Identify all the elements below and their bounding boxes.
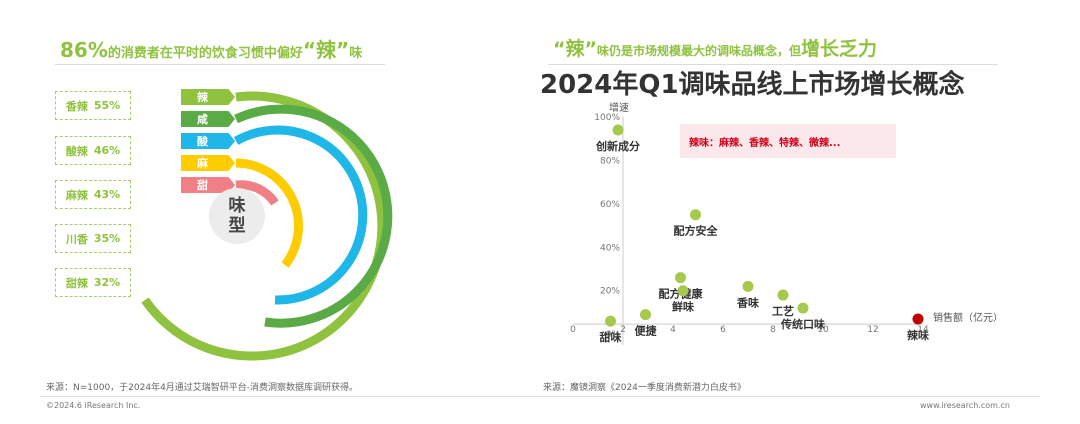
flag-label: 咸 — [197, 113, 208, 126]
x-tick-label: 2 — [620, 325, 626, 335]
y-tick-label: 40% — [600, 243, 620, 253]
stat-box-1: 香辣 55% — [55, 91, 131, 120]
stat-label: 川香 — [65, 232, 88, 246]
footer-divider — [40, 396, 1040, 397]
stat-value: 55% — [93, 99, 121, 112]
right-source: 来源：魔镜洞察《2024一季度消费新潜力白皮书》 — [543, 383, 746, 393]
left-title-text: 的消费者在平时的饮食习惯中偏好 — [107, 46, 303, 61]
y-tick-label: 60% — [600, 200, 620, 210]
point-label: 创新成分 — [595, 139, 640, 153]
flag-salty: 咸 — [181, 111, 235, 127]
right-divider — [548, 64, 998, 65]
x-tick-label: 12 — [867, 325, 878, 335]
flavor-arcs — [141, 91, 393, 361]
scatter-point — [742, 280, 754, 292]
stat-label: 甜辣 — [65, 276, 88, 290]
arc-sour — [233, 125, 368, 305]
y-tick-label: 20% — [600, 287, 620, 297]
x-axis-title: 销售额（亿元） — [933, 311, 1003, 324]
flag-spicy: 辣 — [181, 89, 235, 105]
x-tick-label: 10 — [817, 325, 829, 335]
stat-value: 46% — [93, 144, 121, 157]
left-divider — [55, 64, 385, 65]
stat-box-4: 川香 35% — [55, 224, 131, 253]
stat-box-5: 甜辣 32% — [55, 268, 131, 297]
point-label: 鲜味 — [672, 300, 694, 314]
stat-value: 35% — [93, 232, 121, 245]
point-label: 甜味 — [600, 330, 622, 344]
stat-label: 酸辣 — [65, 144, 88, 158]
stat-value: 43% — [93, 188, 121, 201]
x-tick-label: 14 — [917, 325, 929, 335]
chart-title: 2024年Q1调味品线上市场增长概念 — [540, 70, 965, 100]
left-title-pct: 86% — [60, 38, 108, 62]
arc-sweet — [235, 180, 279, 206]
point-label: 辣味 — [907, 328, 929, 342]
flag-label: 甜 — [197, 179, 208, 192]
flag-numbing: 麻 — [181, 155, 235, 171]
scatter-chart: 0 2 4 6 8 10 12 14 0% 20% 40% 60% 80% 100% 销售额（亿元） 增速 创… — [570, 101, 1003, 345]
left-source: 来源：N=1000，于2024年4月通过艾瑞智研平台-消费洞察数据库调研获得。 — [46, 383, 359, 393]
stat-box-2: 酸辣 46% — [55, 136, 131, 165]
left-footer: ©2024.6 iResearch Inc. — [46, 401, 141, 410]
note-text: 辣味：麻辣、香辣、特辣、微辣... — [689, 137, 841, 149]
point-label: 配方安全 — [674, 224, 719, 238]
scatter-point — [605, 315, 616, 327]
y-axis-title: 增速 — [609, 101, 629, 114]
right-subtitle-growth: 增长乏力 — [801, 38, 878, 60]
x-tick-label: 0 — [570, 325, 576, 335]
scatter-point — [777, 289, 789, 301]
right-footer: www.iresearch.com.cn — [920, 401, 1010, 410]
x-tick-label: 4 — [670, 325, 676, 335]
x-tick-label: 6 — [720, 325, 726, 335]
flag-label: 酸 — [197, 135, 208, 148]
scatter-point — [675, 272, 686, 284]
point-label: 香味 — [736, 295, 759, 309]
scatter-point — [690, 209, 701, 221]
arc-salty — [234, 104, 393, 328]
stat-box-3: 麻辣 43% — [55, 180, 131, 209]
left-title: 86%的消费者在平时的饮食习惯中偏好“辣”味 — [60, 34, 362, 63]
scatter-point — [612, 124, 624, 136]
flag-sweet: 甜 — [181, 177, 235, 193]
left-title-suffix: 味 — [349, 46, 363, 61]
scatter-point — [797, 302, 809, 314]
scatter-point — [640, 309, 651, 321]
flag-label: 麻 — [197, 157, 208, 170]
y-tick-label: 100% — [594, 113, 620, 123]
stat-label: 香辣 — [65, 99, 88, 113]
arc-numbing — [235, 158, 303, 268]
stat-value: 32% — [93, 276, 121, 289]
scatter-point — [912, 313, 924, 325]
right-subtitle: “辣”味仍是市场规模最大的调味品概念，但增长乏力 — [553, 34, 877, 61]
right-subtitle-brand: “辣” — [553, 38, 597, 60]
x-tick-label: 8 — [770, 325, 776, 335]
right-subtitle-text: 味仍是市场规模最大的调味品概念，但 — [596, 44, 801, 58]
point-label: 便捷 — [635, 324, 658, 338]
stat-label: 麻辣 — [65, 188, 88, 202]
flag-label: 辣 — [197, 91, 208, 104]
point-label: 工艺 — [772, 304, 794, 318]
point-label: 传统口味 — [780, 317, 825, 331]
center-label: 味型 — [228, 196, 246, 236]
y-tick-label: 0% — [606, 330, 621, 340]
chart-axes: 0 2 4 6 8 10 12 14 0% 20% 40% 60% 80% 100% 销售额（亿元） 增速 — [570, 101, 1003, 345]
note-box: 辣味：麻辣、香辣、特辣、微辣... — [680, 124, 896, 158]
chart-points: 创新成分配方安全配方健康香味鲜味工艺传统口味便捷甜味辣味 — [595, 124, 929, 344]
center-label-circle: 味型 — [209, 188, 265, 244]
y-tick-label: 80% — [600, 156, 620, 166]
flag-sour: 酸 — [181, 133, 235, 149]
scatter-point — [677, 285, 689, 297]
left-title-brand: “辣” — [302, 38, 350, 62]
